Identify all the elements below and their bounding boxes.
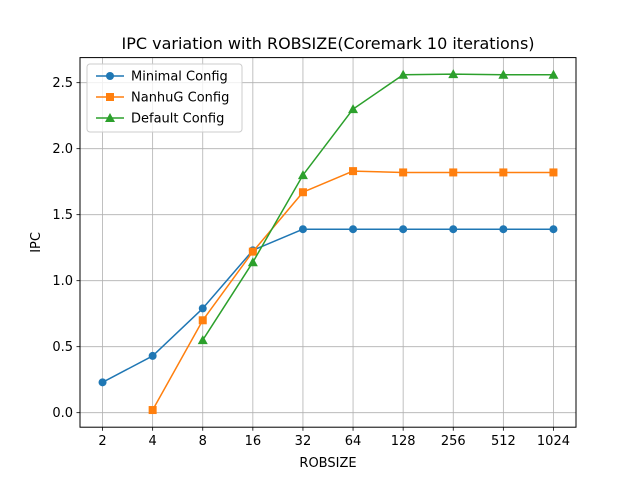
data-point bbox=[148, 406, 157, 415]
legend-marker bbox=[106, 93, 114, 101]
data-point bbox=[449, 225, 458, 234]
y-tick-label: 0.5 bbox=[52, 340, 73, 355]
data-point bbox=[399, 225, 408, 234]
legend-label: Default Config bbox=[131, 112, 224, 127]
legend-label: NanhuG Config bbox=[131, 91, 229, 106]
data-point bbox=[148, 351, 157, 360]
x-tick-label: 8 bbox=[199, 434, 207, 449]
x-axis-label: ROBSIZE bbox=[299, 456, 356, 471]
plot-frame bbox=[79, 57, 577, 428]
x-tick-label: 16 bbox=[245, 434, 262, 449]
data-point bbox=[197, 335, 208, 345]
series-line bbox=[102, 228, 554, 383]
data-point bbox=[248, 247, 257, 256]
y-axis-label: IPC bbox=[29, 232, 44, 253]
x-tick-label: 256 bbox=[441, 434, 466, 449]
data-point bbox=[498, 69, 509, 79]
data-point bbox=[499, 168, 508, 177]
y-tick-label: 2.5 bbox=[52, 76, 73, 91]
data-series bbox=[98, 69, 559, 415]
data-point bbox=[198, 304, 207, 313]
y-tick-label: 1.0 bbox=[52, 274, 73, 289]
legend-item: Minimal Config bbox=[96, 70, 228, 85]
series-nanhug-config bbox=[148, 167, 558, 415]
data-point bbox=[198, 316, 207, 325]
x-tick-label: 4 bbox=[149, 434, 157, 449]
legend-label: Minimal Config bbox=[131, 70, 228, 85]
y-tick-label: 1.5 bbox=[52, 208, 73, 223]
legend-item: NanhuG Config bbox=[96, 91, 229, 106]
legend-box bbox=[86, 63, 243, 133]
x-tick-label: 64 bbox=[345, 434, 362, 449]
data-point bbox=[247, 257, 258, 267]
data-point bbox=[549, 225, 558, 234]
data-point bbox=[448, 69, 459, 79]
legend-marker bbox=[105, 113, 115, 122]
x-tick-label: 1024 bbox=[537, 434, 570, 449]
chart-title: IPC variation with ROBSIZE(Coremark 10 i… bbox=[121, 34, 534, 53]
data-point bbox=[298, 225, 307, 234]
legend-item: Default Config bbox=[96, 112, 224, 127]
x-tick-label: 32 bbox=[295, 434, 312, 449]
series-line bbox=[202, 73, 554, 341]
data-point bbox=[399, 168, 408, 177]
y-tick-label: 2.0 bbox=[52, 142, 73, 157]
series-default-config bbox=[197, 69, 559, 345]
data-point bbox=[298, 188, 307, 197]
data-point bbox=[499, 225, 508, 234]
data-point bbox=[349, 225, 358, 234]
axis-ticks: 2 4 8 16 32 64 128 256 512 1024 0.0 0.5 1.0 1.5 2.0 2.5 bbox=[52, 76, 570, 449]
y-tick-label: 0.0 bbox=[52, 406, 73, 421]
data-point bbox=[349, 167, 358, 176]
data-point bbox=[548, 69, 559, 79]
data-point bbox=[297, 170, 308, 180]
x-tick-label: 2 bbox=[98, 434, 106, 449]
legend: Minimal Config NanhuG Config Default Confi… bbox=[86, 63, 243, 133]
x-tick-label: 128 bbox=[391, 434, 416, 449]
data-point bbox=[98, 378, 107, 387]
data-point bbox=[549, 168, 558, 177]
legend-marker bbox=[106, 72, 114, 80]
data-point bbox=[398, 69, 409, 79]
data-point bbox=[449, 168, 458, 177]
x-tick-label: 512 bbox=[491, 434, 516, 449]
data-point bbox=[348, 104, 359, 114]
